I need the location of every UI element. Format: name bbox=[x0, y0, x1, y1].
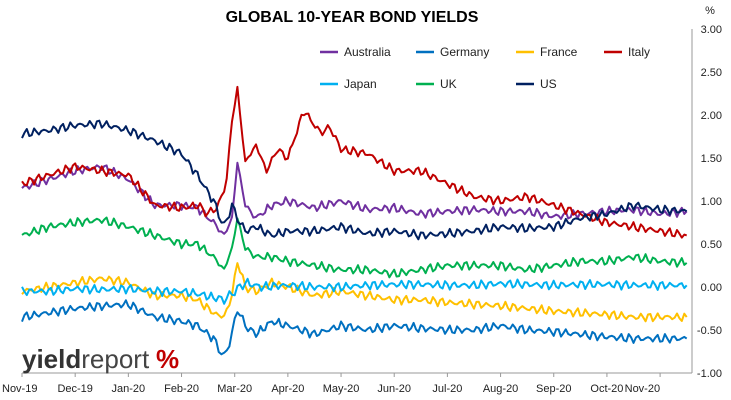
x-tick-label: Apr-20 bbox=[271, 383, 304, 395]
y-tick-label: -0.50 bbox=[697, 325, 722, 337]
y-axis-unit-label: % bbox=[705, 5, 715, 17]
x-tick-label: Feb-20 bbox=[164, 383, 199, 395]
legend: Australia Germany France Italy Japan UK US bbox=[320, 45, 650, 91]
x-tick-label: Jan-20 bbox=[112, 383, 146, 395]
y-tick-label: 1.00 bbox=[701, 196, 722, 208]
y-tick-label: 0.50 bbox=[701, 239, 722, 251]
axes bbox=[22, 29, 693, 374]
x-axis-ticks: Nov-19 Dec-19 Jan-20 Feb-20 Mar-20 Apr-20 May-… bbox=[2, 373, 661, 395]
svg-text:yieldreport: yieldreport bbox=[22, 344, 150, 374]
chart-title: GLOBAL 10-YEAR BOND YIELDS bbox=[226, 9, 479, 26]
y-tick-label: 2.00 bbox=[701, 110, 722, 122]
x-tick-label: Nov-20 bbox=[625, 383, 660, 395]
x-tick-label: Mar-20 bbox=[217, 383, 252, 395]
legend-label-germany: Germany bbox=[440, 45, 489, 59]
legend-label-france: France bbox=[540, 45, 578, 59]
x-tick-label: Dec-19 bbox=[57, 383, 92, 395]
series-line-uk bbox=[21, 216, 688, 279]
legend-label-italy: Italy bbox=[628, 45, 650, 59]
y-tick-label: -1.00 bbox=[697, 368, 722, 380]
y-tick-label: 2.50 bbox=[701, 67, 722, 79]
y-tick-label: 3.00 bbox=[701, 24, 722, 36]
legend-label-uk: UK bbox=[440, 77, 457, 91]
x-tick-label: Nov-19 bbox=[2, 383, 37, 395]
legend-label-japan: Japan bbox=[344, 77, 377, 91]
series-lines bbox=[21, 85, 688, 356]
logo-report: report bbox=[81, 344, 150, 374]
series-line-germany bbox=[21, 299, 688, 356]
y-axis-ticks: 3.00 2.50 2.00 1.50 1.00 0.50 0.00 -0.50 -1.00 bbox=[697, 24, 722, 380]
series-line-us bbox=[21, 119, 688, 241]
y-tick-label: 0.00 bbox=[701, 282, 722, 294]
logo-yield: yield bbox=[22, 344, 81, 374]
x-tick-label: May-20 bbox=[323, 383, 360, 395]
x-tick-label: Jun-20 bbox=[377, 383, 411, 395]
x-tick-label: Sep-20 bbox=[536, 383, 571, 395]
yieldreport-logo: yieldreport % bbox=[22, 344, 179, 374]
series-line-japan bbox=[21, 277, 688, 305]
x-tick-label: Jul-20 bbox=[432, 383, 462, 395]
series-line-italy bbox=[21, 85, 688, 239]
y-tick-label: 1.50 bbox=[701, 153, 722, 165]
legend-label-australia: Australia bbox=[344, 45, 391, 59]
series-line-france bbox=[21, 262, 688, 323]
logo-percent-symbol: % bbox=[156, 344, 179, 374]
x-tick-label: Aug-20 bbox=[483, 383, 518, 395]
x-tick-label: Oct-20 bbox=[590, 383, 623, 395]
legend-label-us: US bbox=[540, 77, 557, 91]
